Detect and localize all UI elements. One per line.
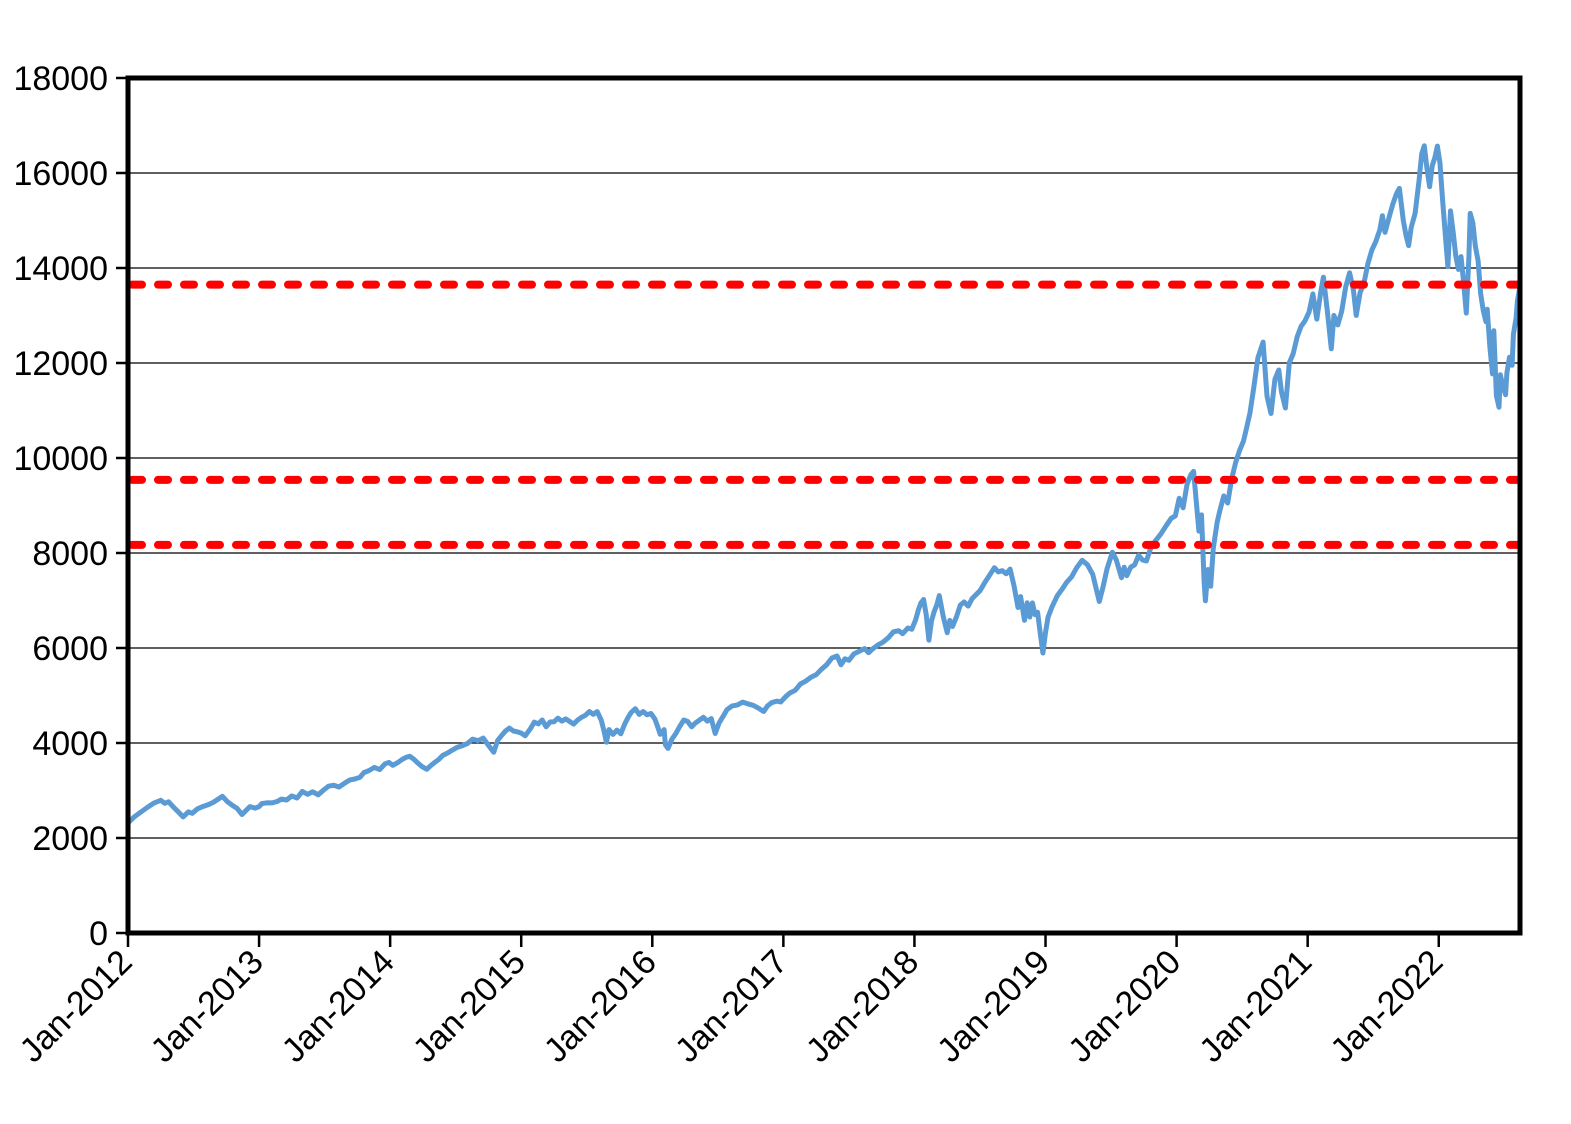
data-series [125, 143, 1523, 826]
plot-frame [125, 75, 1523, 936]
x-tick-label: Jan-2018 [799, 943, 926, 1070]
x-tick-label: Jan-2013 [144, 943, 271, 1070]
gridlines [128, 172, 1520, 839]
x-tick-label: Jan-2022 [1323, 943, 1450, 1070]
x-tick-label: Jan-2015 [406, 943, 533, 1070]
reference-lines [128, 280, 1522, 549]
x-axis-labels: Jan-2012 Jan-2013 Jan-2014 Jan-2015 Jan-2016… [13, 943, 1451, 1070]
x-tick-label: Jan-2021 [1192, 943, 1319, 1070]
y-tick-label: 18000 [13, 60, 108, 98]
axis-ticks [116, 76, 1440, 947]
y-tick-label: 14000 [13, 250, 108, 288]
x-tick-label: Jan-2020 [1061, 943, 1188, 1070]
y-tick-label: 10000 [13, 440, 108, 478]
y-tick-label: 6000 [32, 630, 108, 668]
y-tick-label: 2000 [32, 820, 108, 858]
y-tick-label: 8000 [32, 535, 108, 573]
x-tick-label: Jan-2017 [668, 943, 795, 1070]
x-tick-label: Jan-2012 [13, 943, 140, 1070]
index-price-line [125, 143, 1523, 826]
y-tick-label: 16000 [13, 155, 108, 193]
y-tick-label: 0 [89, 915, 108, 953]
y-axis-labels: 0 2000 4000 6000 8000 10000 12000 14000 16000 180… [13, 60, 108, 953]
x-tick-label: Jan-2019 [930, 943, 1057, 1070]
plot-border [125, 75, 1523, 936]
y-tick-label: 4000 [32, 725, 108, 763]
x-tick-label: Jan-2014 [275, 943, 402, 1070]
y-tick-label: 12000 [13, 345, 108, 383]
x-tick-label: Jan-2016 [537, 943, 664, 1070]
